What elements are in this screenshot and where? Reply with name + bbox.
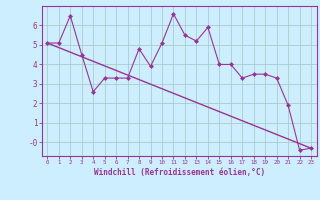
- X-axis label: Windchill (Refroidissement éolien,°C): Windchill (Refroidissement éolien,°C): [94, 168, 265, 177]
